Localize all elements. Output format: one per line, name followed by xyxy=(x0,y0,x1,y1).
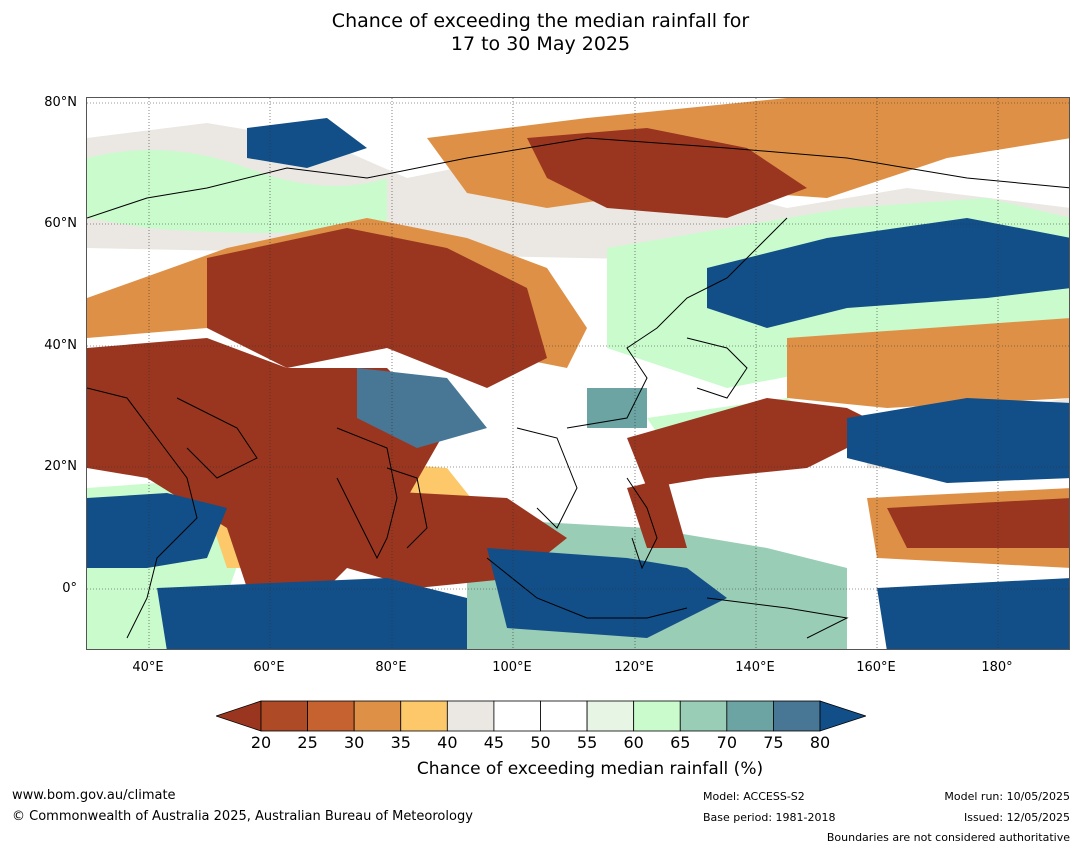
coastline-philippines xyxy=(626,477,658,570)
wet-core-northeast-asia xyxy=(707,218,1069,328)
wet-core-north-pacific xyxy=(847,398,1069,483)
dry-core-philippines xyxy=(627,478,687,548)
coastline-india xyxy=(336,427,398,560)
coastline-japan xyxy=(686,337,748,399)
map-canvas xyxy=(87,98,1069,649)
lat-label-20n: 20°N xyxy=(44,459,77,474)
colorbar-segment-25-30 xyxy=(307,700,355,732)
colorbar-segment-70-75 xyxy=(726,700,774,732)
footer-base-period: Base period: 1981-2018 xyxy=(703,811,836,824)
colorbar-segment-65-70 xyxy=(679,700,728,732)
colorbar-segment-60-65 xyxy=(633,700,681,732)
colorbar-segment-55-60 xyxy=(586,700,635,732)
colorbar-segment-45-50 xyxy=(493,700,541,732)
colorbar-tick-75: 75 xyxy=(763,733,784,752)
colorbar-tick-40: 40 xyxy=(437,733,458,752)
dry-core-central-pacific xyxy=(887,498,1069,548)
colorbar-extend-low xyxy=(216,700,262,732)
coastline-arctic xyxy=(87,137,1069,219)
colorbar-tick-25: 25 xyxy=(297,733,318,752)
colorbar-segment-40-45 xyxy=(446,700,495,732)
footer-model-run: Model run: 10/05/2025 xyxy=(944,790,1070,803)
footer-disclaimer: Boundaries are not considered authoritat… xyxy=(826,831,1070,844)
colorbar-segment-20-25 xyxy=(260,700,308,732)
footer-copyright: © Commonwealth of Australia 2025, Austra… xyxy=(12,809,473,824)
wet-zone-europe-green xyxy=(87,150,387,233)
coastline-africa-east xyxy=(87,387,198,639)
wet-core-horn-of-africa xyxy=(87,493,227,568)
lon-label-60e: 60°E xyxy=(253,660,285,675)
colorbar-segment-50-55 xyxy=(540,700,588,732)
lon-label-140e: 140°E xyxy=(735,660,775,675)
wet-core-south-pacific xyxy=(877,578,1069,649)
lat-label-40n: 40°N xyxy=(44,338,77,353)
map-title-line2: 17 to 30 May 2025 xyxy=(450,33,631,55)
colorbar-tick-65: 65 xyxy=(670,733,691,752)
colorbar-segment-30-35 xyxy=(353,700,402,732)
dry-core-western-pacific xyxy=(627,398,887,488)
lat-label-60n: 60°N xyxy=(44,216,77,231)
coastline-arabia xyxy=(176,397,258,479)
lon-label-40e: 40°E xyxy=(132,660,164,675)
wet-zone-tibet xyxy=(357,368,487,448)
dry-core-siberia xyxy=(527,128,807,218)
colorbar-title: Chance of exceeding median rainfall (%) xyxy=(416,759,764,779)
footer-issued: Issued: 12/05/2025 xyxy=(963,811,1070,824)
dry-core-central-asia xyxy=(207,228,547,388)
colorbar-segment-75-80 xyxy=(773,700,821,732)
coastline-bay-of-bengal xyxy=(386,467,428,549)
dry-zone-north-pacific-orange xyxy=(787,318,1069,408)
colorbar-tick-70: 70 xyxy=(716,733,737,752)
lat-label-80n: 80°N xyxy=(44,95,77,110)
colorbar-tick-60: 60 xyxy=(623,733,644,752)
wet-core-indonesia xyxy=(487,548,727,638)
colorbar-segment-35-40 xyxy=(400,700,448,732)
colorbar-tick-50: 50 xyxy=(530,733,551,752)
footer-model: Model: ACCESS-S2 xyxy=(703,790,805,803)
wet-zone-southern-china xyxy=(587,388,647,428)
lon-label-120e: 120°E xyxy=(614,660,654,675)
colorbar-tick-80: 80 xyxy=(809,733,831,752)
graticule xyxy=(87,98,1069,649)
lon-label-180: 180° xyxy=(981,660,1013,675)
map-title-line1: Chance of exceeding the median rainfall … xyxy=(331,10,750,32)
colorbar-tick-30: 30 xyxy=(343,733,365,752)
coastlines xyxy=(87,137,1069,639)
coastline-china xyxy=(566,217,788,429)
colorbar-tick-20: 20 xyxy=(250,733,272,752)
rainfall-probability-map xyxy=(86,97,1070,650)
coastline-indochina xyxy=(516,427,578,529)
colorbar-tick-45: 45 xyxy=(483,733,505,752)
lon-label-160e: 160°E xyxy=(856,660,896,675)
wet-core-southern-indian-ocean xyxy=(157,578,467,649)
coastline-new-guinea xyxy=(706,597,849,639)
coastline-indonesia xyxy=(486,557,688,619)
lon-label-80e: 80°E xyxy=(375,660,407,675)
lon-label-100e: 100°E xyxy=(492,660,532,675)
lat-label-0: 0° xyxy=(62,581,77,596)
wet-core-scandinavia xyxy=(247,118,367,168)
colorbar-tick-55: 55 xyxy=(576,733,598,752)
colorbar-extend-high xyxy=(819,700,866,732)
colorbar-tick-35: 35 xyxy=(390,733,411,752)
footer-website: www.bom.gov.au/climate xyxy=(12,788,176,803)
colorbar xyxy=(216,700,866,732)
